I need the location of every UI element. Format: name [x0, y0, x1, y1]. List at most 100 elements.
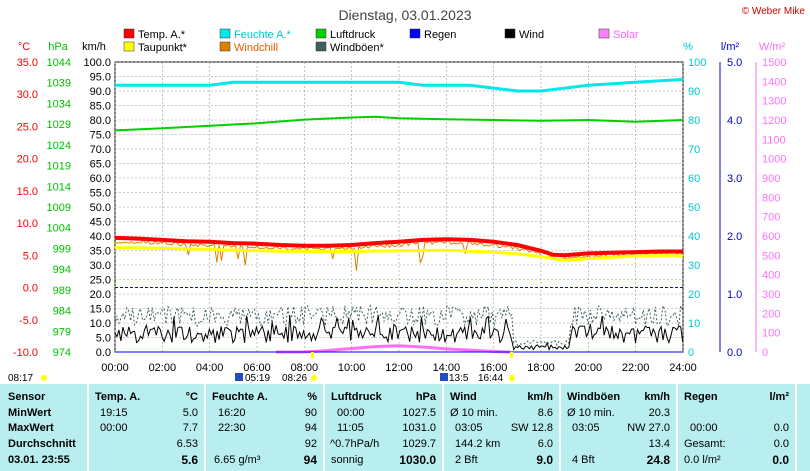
rain-axis-tick-label: 5.0 — [727, 57, 742, 69]
humidity-value: 90 — [304, 407, 317, 419]
humidity-axis-tick-label: 60 — [688, 173, 700, 185]
wind-label: 03:05 — [455, 422, 483, 434]
pressure-axis-unit: hPa — [48, 41, 68, 53]
temp-axis-tick-label: 5.0 — [23, 250, 38, 262]
sunrise-label: 08:17 — [8, 373, 33, 384]
x-tick-label: 24:00 — [669, 362, 697, 374]
wind-axis-tick-label: 5.0 — [96, 333, 111, 345]
legend-entry: Luftdruck — [330, 29, 376, 41]
legend-swatch — [315, 28, 327, 39]
table-row: MinWert 19:15 5.0 16:20 90 00:00 1027.5 … — [0, 406, 810, 421]
solar-axis-tick-label: 800 — [762, 192, 780, 204]
pressure-axis-tick-label: 994 — [53, 264, 71, 276]
chart-credit: © Weber Mike — [742, 6, 806, 17]
wind-gust-line — [114, 303, 684, 347]
gust-value: 24.8 — [646, 453, 670, 467]
rain-label: Gesamt: — [684, 438, 726, 450]
rain-axis-tick-label: 3.0 — [727, 173, 742, 185]
pressure-axis-tick-label: 1024 — [47, 140, 71, 152]
legend-entry: Solar — [613, 29, 639, 41]
wind-label: Ø 10 min. — [450, 407, 498, 419]
temp-axis-tick-label: 0.0 — [23, 283, 38, 295]
rain-axis-tick-label: 4.0 — [727, 115, 742, 127]
x-tick-label: 10:00 — [338, 362, 366, 374]
temp-value: 5.0 — [182, 407, 198, 419]
table-row: Durchschnitt 6.53 92 ^0.7hPa/h 1029.7 14… — [0, 437, 810, 452]
header-temp: Temp. A. — [95, 391, 141, 403]
gust-beaufort: 4 Bft — [572, 454, 595, 466]
solar-axis-tick-label: 900 — [762, 173, 780, 185]
pressure-value: 1030.0 — [399, 453, 436, 467]
sun-mark-label: 16:44 — [478, 373, 503, 384]
summary-table: Sensor Temp. A. °C Feuchte A. % Luftdruc… — [0, 384, 810, 471]
x-tick-label: 22:00 — [622, 362, 650, 374]
solar-axis-tick-label: 200 — [762, 308, 780, 320]
pressure-value: 1031.0 — [402, 422, 436, 434]
pressure-time: 11:05 — [337, 422, 364, 434]
legend-entry: Feuchte A.* — [234, 29, 292, 41]
pressure-axis-tick-label: 1044 — [47, 57, 71, 69]
legend-entry: Windböen* — [330, 42, 385, 54]
chart-title: Dienstag, 03.01.2023 — [338, 7, 471, 23]
solar-axis-tick-label: 700 — [762, 212, 780, 224]
pressure-axis-tick-label: 1029 — [47, 119, 71, 131]
gust-value: NW 27.0 — [627, 422, 670, 434]
humidity-line — [115, 77, 684, 93]
rain-value: 0.0 — [773, 438, 789, 450]
wind-axis-tick-label: 55.0 — [90, 188, 111, 200]
humidity-axis-tick-label: 90 — [688, 86, 700, 98]
temp-axis-tick-label: 30.0 — [17, 89, 38, 101]
humidity-value: 92 — [304, 438, 317, 450]
humidity-axis-tick-label: 50 — [688, 202, 700, 214]
wind-axis-tick-label: 10.0 — [90, 318, 111, 330]
humidity-axis-tick-label: 30 — [688, 260, 700, 272]
solar-axis-tick-label: 400 — [762, 270, 780, 282]
legend-entry: Windchill — [234, 42, 278, 54]
humidity-value: 94 — [304, 422, 317, 434]
temp-axis-tick-label: 35.0 — [17, 57, 38, 69]
humidity-axis-tick-label: 10 — [688, 318, 700, 330]
sun-mark-label: 05:19 — [245, 373, 270, 384]
solar-axis-tick-label: 1200 — [762, 115, 786, 127]
pressure-axis-tick-label: 984 — [53, 306, 71, 318]
header-sensor: Sensor — [8, 391, 46, 403]
humidity-value: 94 — [303, 453, 317, 467]
legend-swatch — [123, 41, 135, 52]
humidity-axis-unit: % — [683, 41, 693, 53]
gust-label: 03:05 — [572, 422, 600, 434]
x-tick-label: 04:00 — [196, 362, 224, 374]
table-row: MaxWert 00:00 7.7 22:30 94 11:05 1031.0 … — [0, 421, 810, 436]
temp-axis-tick-label: 10.0 — [17, 218, 38, 230]
pressure-value: 1029.7 — [402, 438, 436, 450]
wind-axis-tick-label: 0.0 — [96, 347, 111, 359]
pressure-line — [114, 115, 684, 132]
pressure-axis-tick-label: 999 — [53, 243, 71, 255]
wind-axis-tick-label: 65.0 — [90, 159, 111, 171]
header-rain: Regen — [684, 391, 718, 403]
table-row-current: 03.01. 23:55 5.6 6.65 g/m³ 94 sonnig 103… — [0, 453, 810, 468]
x-tick-label: 08:00 — [291, 362, 319, 374]
wind-axis-tick-label: 40.0 — [90, 231, 111, 243]
rain-axis-tick-label: 1.0 — [727, 289, 742, 301]
weather-text: sonnig — [331, 454, 364, 466]
legend-swatch — [409, 28, 421, 39]
rain-value: 0.0 — [773, 422, 789, 434]
solar-axis-tick-label: 1500 — [762, 57, 786, 69]
rain-label: 0.0 l/m² — [684, 454, 721, 466]
legend-swatch — [219, 28, 231, 39]
solar-axis-tick-label: 300 — [762, 289, 780, 301]
legend-swatch — [315, 41, 327, 52]
sun-icon — [311, 375, 317, 381]
wind-axis-tick-label: 75.0 — [90, 130, 111, 142]
wind-label: 144.2 km — [455, 438, 501, 450]
moon-icon — [235, 373, 243, 381]
pressure-axis-tick-label: 1034 — [47, 98, 71, 110]
temp-time: 19:15 — [100, 407, 128, 419]
windchill-line — [114, 239, 684, 271]
weather-chart: Dienstag, 03.01.2023 © Weber Mike Temp. A.… — [8, 6, 806, 384]
header-gust-unit: km/h — [644, 391, 670, 403]
pressure-axis-tick-label: 1019 — [47, 161, 71, 173]
temp-value: 7.7 — [182, 422, 198, 434]
wind-axis-tick-label: 60.0 — [90, 173, 111, 185]
x-tick-label: 00:00 — [101, 362, 129, 374]
